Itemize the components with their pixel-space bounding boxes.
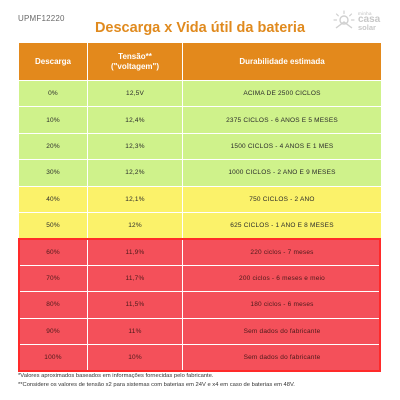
footnotes: *Valores aproximados baseados em informa… <box>18 372 295 390</box>
table-row: 50% 12% 625 CICLOS - 1 ANO E 8 MESES <box>18 211 382 240</box>
column-header-discharge: Descarga <box>18 42 88 81</box>
discharge-cell: 20% <box>18 132 88 161</box>
durability-cell: 180 ciclos - 6 meses <box>182 291 382 319</box>
footnote: *Valores aproximados baseados em informa… <box>18 373 214 379</box>
table-row: 20% 12,3% 1500 CICLOS - 4 ANOS E 1 MES <box>18 132 382 161</box>
table-row: 90% 11% Sem dados do fabricante <box>18 317 382 345</box>
battery-life-table: Descarga Tensão** ("voltagem") Durabilid… <box>18 42 382 372</box>
brand-logo: minha casa solar <box>332 8 386 32</box>
discharge-cell: 0% <box>18 79 88 108</box>
table-row: 80% 11,5% 180 ciclos - 6 meses <box>18 291 382 319</box>
discharge-cell: 60% <box>18 238 88 266</box>
durability-cell: ACIMA DE 2500 CICLOS <box>182 79 382 108</box>
page-title: Descarga x Vida útil da bateria <box>94 20 306 36</box>
discharge-cell: 90% <box>18 317 88 345</box>
column-header-durability: Durabilidade estimada <box>182 42 382 81</box>
durability-cell: 1000 CICLOS - 2 ANO E 9 MESES <box>182 159 382 187</box>
durability-cell: 220 ciclos - 7 meses <box>182 238 382 266</box>
discharge-cell: 100% <box>18 343 88 372</box>
voltage-cell: 11,9% <box>87 238 183 266</box>
table-row: 40% 12,1% 750 CICLOS - 2 ANO <box>18 185 382 213</box>
discharge-cell: 40% <box>18 185 88 213</box>
logo-text-top: minha <box>358 11 372 16</box>
voltage-cell: 11,5% <box>87 291 183 319</box>
voltage-cell: 12% <box>87 211 183 240</box>
discharge-cell: 30% <box>18 159 88 187</box>
logo-text-mid: casa <box>358 14 381 25</box>
table-row: 0% 12,5V ACIMA DE 2500 CICLOS <box>18 79 382 108</box>
sun-house-icon <box>333 10 355 29</box>
table-row: 60% 11,9% 220 ciclos - 7 meses <box>18 238 382 266</box>
discharge-cell: 50% <box>18 211 88 240</box>
column-header-voltage-label: Tensão** ("voltagem") <box>110 51 160 71</box>
discharge-cell: 80% <box>18 291 88 319</box>
table-row: 70% 11,7% 200 ciclos - 6 meses e meio <box>18 264 382 293</box>
column-header-voltage: Tensão** ("voltagem") <box>87 42 183 81</box>
discharge-cell: 10% <box>18 106 88 134</box>
discharge-cell: 70% <box>18 264 88 293</box>
voltage-cell: 12,1% <box>87 185 183 213</box>
table-row: 10% 12,4% 2375 CICLOS - 6 ANOS E 5 MESES <box>18 106 382 134</box>
durability-cell: 625 CICLOS - 1 ANO E 8 MESES <box>182 211 382 240</box>
table-header-row: Descarga Tensão** ("voltagem") Durabilid… <box>18 42 382 81</box>
durability-cell: 200 ciclos - 6 meses e meio <box>182 264 382 293</box>
voltage-cell: 12,5V <box>87 79 183 108</box>
voltage-cell: 11% <box>87 317 183 345</box>
table-row: 30% 12,2% 1000 CICLOS - 2 ANO E 9 MESES <box>18 159 382 187</box>
voltage-cell: 12,3% <box>87 132 183 161</box>
durability-cell: Sem dados do fabricante <box>182 317 382 345</box>
voltage-cell: 10% <box>87 343 183 372</box>
voltage-cell: 12,4% <box>87 106 183 134</box>
voltage-cell: 12,2% <box>87 159 183 187</box>
logo-text-bottom: solar <box>358 23 376 32</box>
durability-cell: 750 CICLOS - 2 ANO <box>182 185 382 213</box>
voltage-cell: 11,7% <box>87 264 183 293</box>
durability-cell: 1500 CICLOS - 4 ANOS E 1 MES <box>182 132 382 161</box>
document-code: UPMF12220 <box>18 14 65 23</box>
durability-cell: 2375 CICLOS - 6 ANOS E 5 MESES <box>182 106 382 134</box>
durability-cell: Sem dados do fabricante <box>182 343 382 372</box>
footnote: **Considere os valores de tensão x2 para… <box>18 381 295 388</box>
table-row: 100% 10% Sem dados do fabricante <box>18 343 382 372</box>
